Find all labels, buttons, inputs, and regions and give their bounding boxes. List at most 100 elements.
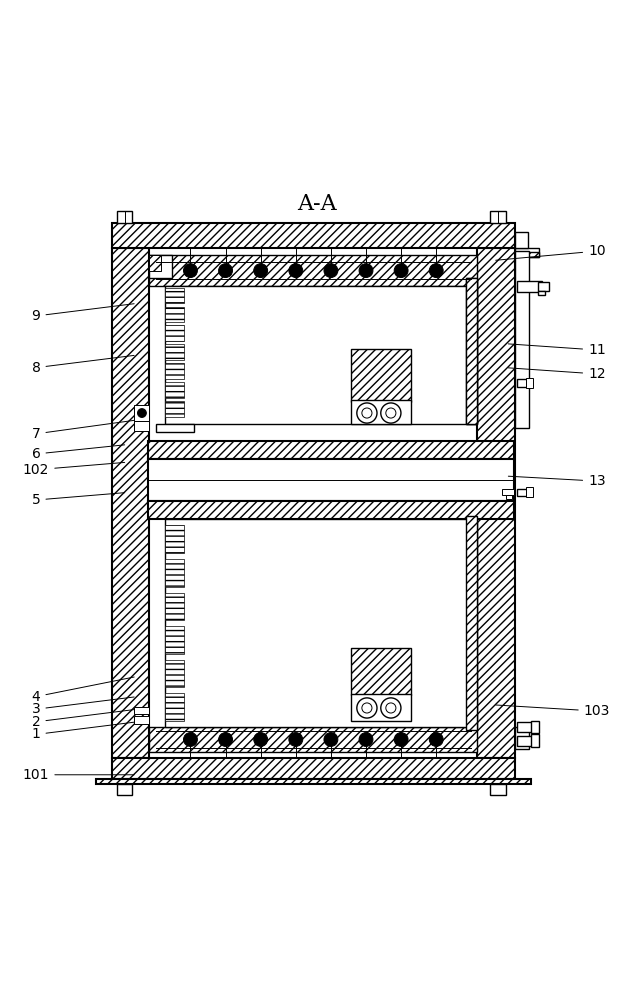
Bar (517, 281, 542, 292)
Bar (532, 734, 539, 747)
Text: 9: 9 (32, 304, 134, 323)
Bar (515, 248, 539, 257)
Bar (515, 727, 529, 749)
Circle shape (289, 264, 303, 278)
Bar (466, 278, 477, 424)
Bar (532, 721, 539, 733)
Circle shape (429, 733, 443, 746)
Bar (148, 501, 514, 519)
Circle shape (254, 733, 268, 746)
Bar (149, 255, 477, 286)
Bar (165, 593, 184, 620)
Bar (527, 487, 532, 497)
Bar (490, 784, 506, 795)
Circle shape (394, 733, 408, 746)
Bar (351, 694, 411, 721)
Bar (165, 401, 184, 417)
Bar (517, 489, 529, 496)
Bar (466, 278, 477, 424)
Bar (537, 282, 549, 291)
Bar (134, 707, 149, 714)
Circle shape (429, 264, 443, 278)
Bar (515, 232, 528, 248)
Bar (165, 382, 184, 398)
Bar (351, 648, 411, 695)
Bar (134, 421, 149, 431)
Circle shape (359, 733, 373, 746)
Bar (116, 211, 132, 223)
Bar (165, 344, 184, 360)
Circle shape (362, 408, 372, 418)
Bar (165, 626, 184, 654)
Circle shape (218, 264, 232, 278)
Bar (111, 223, 515, 248)
Circle shape (386, 408, 396, 418)
Bar (477, 248, 515, 758)
Text: 4: 4 (32, 677, 134, 704)
Bar (515, 251, 529, 428)
Circle shape (357, 403, 377, 423)
Text: 11: 11 (508, 343, 606, 357)
Bar (165, 307, 184, 322)
Text: 2: 2 (32, 710, 134, 729)
Bar (148, 459, 514, 501)
Bar (503, 489, 514, 495)
Bar (116, 784, 132, 795)
Bar (537, 291, 545, 295)
Bar (149, 255, 172, 278)
Bar (165, 325, 184, 341)
Text: 101: 101 (23, 768, 134, 782)
Bar (466, 516, 477, 730)
Bar (149, 255, 161, 271)
Bar (165, 693, 184, 721)
Circle shape (362, 703, 372, 713)
Text: A-A: A-A (297, 193, 336, 215)
Bar (148, 441, 514, 459)
Text: 12: 12 (508, 367, 606, 381)
Text: 5: 5 (32, 493, 125, 507)
Circle shape (381, 403, 401, 423)
Text: 8: 8 (32, 355, 134, 375)
Bar (165, 559, 184, 587)
Circle shape (289, 733, 303, 746)
Circle shape (254, 264, 268, 278)
Bar (111, 758, 515, 779)
Bar (134, 405, 149, 421)
Text: 6: 6 (32, 445, 125, 461)
Circle shape (386, 703, 396, 713)
Circle shape (394, 264, 408, 278)
Text: 103: 103 (496, 704, 610, 718)
Circle shape (381, 698, 401, 718)
Circle shape (324, 733, 338, 746)
Bar (517, 722, 536, 732)
Circle shape (218, 733, 232, 746)
Bar (149, 727, 477, 752)
Text: 1: 1 (32, 722, 134, 741)
Circle shape (324, 264, 338, 278)
Bar (165, 660, 184, 687)
Circle shape (357, 698, 377, 718)
Bar (96, 779, 531, 784)
Bar (165, 525, 184, 553)
Text: 7: 7 (32, 420, 134, 441)
Bar (515, 252, 539, 257)
Circle shape (184, 264, 197, 278)
Bar (527, 378, 532, 388)
Text: 13: 13 (508, 474, 606, 488)
Circle shape (359, 264, 373, 278)
Bar (506, 495, 512, 499)
Bar (351, 349, 411, 402)
Bar (351, 400, 411, 424)
Text: 3: 3 (32, 697, 134, 716)
Circle shape (184, 733, 197, 746)
Bar (517, 736, 536, 746)
Bar (517, 379, 529, 387)
Circle shape (137, 409, 146, 417)
Bar (490, 211, 506, 223)
Bar (165, 363, 184, 379)
Bar (156, 424, 194, 432)
Bar (165, 288, 184, 303)
Bar (165, 519, 477, 727)
Text: 10: 10 (496, 244, 606, 260)
Text: 102: 102 (23, 462, 125, 477)
